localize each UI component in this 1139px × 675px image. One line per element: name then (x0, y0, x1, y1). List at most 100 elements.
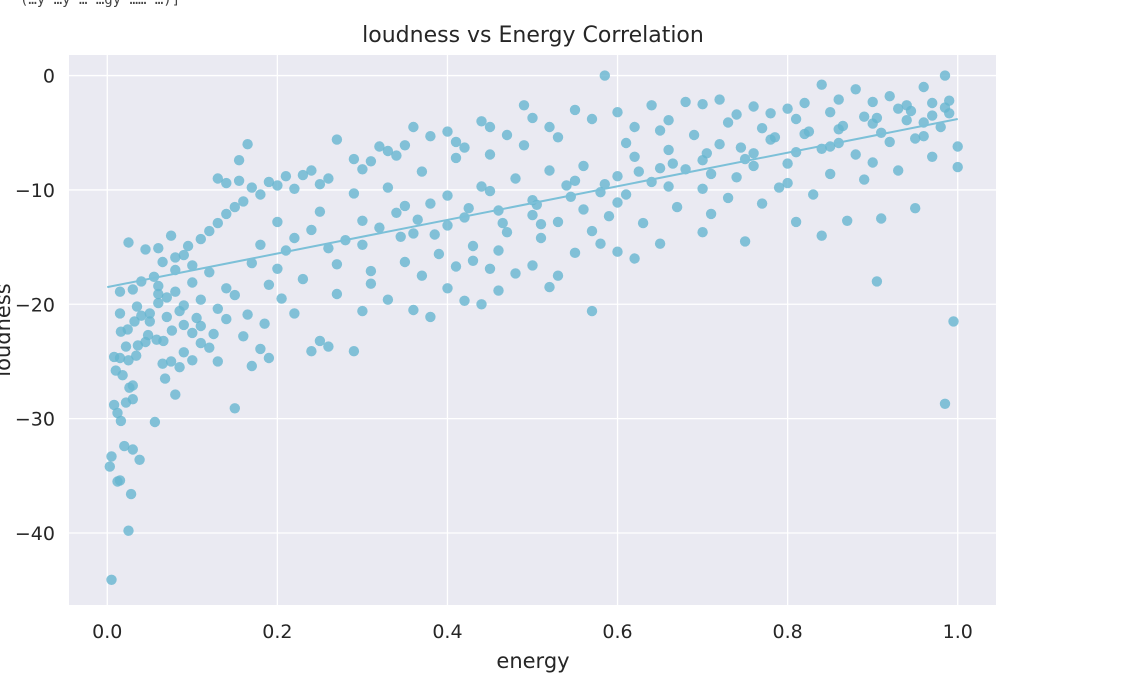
data-point (238, 331, 249, 342)
data-point (442, 190, 453, 201)
data-point (106, 451, 117, 462)
data-point (242, 309, 253, 320)
data-point (365, 156, 377, 167)
data-point (450, 136, 462, 148)
x-tick-label: 0.2 (262, 621, 292, 643)
data-point (463, 203, 474, 214)
data-point (112, 407, 123, 419)
data-point (187, 327, 198, 339)
data-point (255, 343, 266, 355)
data-point (255, 239, 266, 250)
data-point (187, 277, 198, 288)
data-point (739, 236, 751, 247)
data-point (395, 231, 406, 242)
data-point (876, 213, 887, 224)
data-point (276, 293, 287, 304)
data-point (165, 356, 177, 367)
data-point (871, 112, 883, 124)
data-points (104, 70, 963, 585)
data-point (884, 136, 895, 148)
data-point (233, 175, 245, 186)
data-point (939, 70, 951, 81)
data-point (803, 126, 815, 137)
data-point (918, 81, 929, 93)
data-point (663, 181, 674, 192)
data-point (837, 120, 849, 132)
data-point (765, 108, 776, 119)
data-point (859, 174, 870, 185)
data-point (586, 305, 598, 317)
data-point (123, 525, 134, 536)
data-point (221, 313, 232, 325)
data-point (603, 211, 615, 222)
data-point (129, 316, 140, 327)
data-point (204, 342, 215, 353)
data-point (382, 182, 394, 193)
data-point (306, 224, 317, 236)
data-point (195, 337, 206, 349)
data-point (952, 141, 963, 152)
data-point (722, 117, 734, 128)
data-point (790, 216, 802, 228)
data-point (467, 240, 479, 252)
data-point (825, 107, 836, 118)
x-tick-label: 0.0 (92, 621, 122, 643)
data-point (667, 158, 678, 169)
data-point (187, 355, 198, 366)
data-point (289, 232, 300, 244)
data-point (416, 270, 428, 281)
data-point (808, 189, 819, 200)
data-point (701, 148, 712, 159)
data-point (408, 228, 419, 239)
data-point (246, 182, 257, 193)
data-point (382, 145, 394, 157)
data-point (153, 280, 164, 292)
data-point (297, 169, 309, 181)
y-tick-label: −30 (15, 409, 55, 431)
data-point (637, 217, 649, 229)
data-point (459, 295, 470, 306)
data-point (850, 84, 861, 95)
data-point (586, 225, 598, 237)
data-point (799, 97, 810, 109)
data-point (484, 263, 496, 274)
data-point (586, 113, 598, 125)
data-point (595, 238, 606, 249)
data-point (263, 176, 275, 188)
data-point (612, 246, 623, 257)
data-point (705, 208, 717, 220)
data-point (124, 382, 135, 393)
data-point (408, 121, 419, 133)
data-point (859, 111, 870, 122)
data-point (599, 70, 610, 81)
data-point (161, 292, 172, 303)
data-point (289, 308, 300, 319)
data-point (348, 188, 360, 199)
data-point (671, 201, 683, 213)
data-point (204, 267, 215, 278)
data-point (948, 316, 959, 327)
data-point (569, 104, 581, 116)
data-point (850, 149, 861, 160)
data-point (142, 329, 154, 341)
data-point (484, 185, 496, 197)
data-point (910, 133, 921, 144)
data-point (612, 171, 623, 182)
data-point (114, 475, 126, 486)
x-tick-label: 0.4 (432, 621, 462, 643)
data-point (527, 112, 538, 124)
data-point (697, 227, 708, 238)
data-point (323, 173, 334, 184)
regression-line (107, 118, 958, 289)
x-tick-label: 1.0 (943, 621, 973, 643)
data-point (467, 255, 479, 266)
data-point (867, 157, 878, 168)
data-point (842, 215, 853, 226)
data-point (748, 160, 759, 172)
data-point (191, 312, 202, 324)
data-point (527, 209, 538, 221)
data-point (705, 168, 717, 180)
data-point (272, 180, 283, 191)
data-point (161, 311, 172, 323)
